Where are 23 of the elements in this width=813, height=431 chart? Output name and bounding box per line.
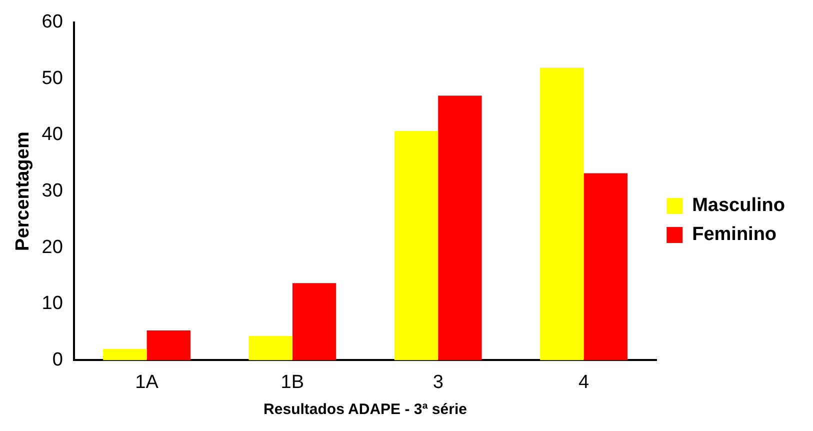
y-tick-label: 30	[42, 180, 63, 202]
y-tick-label: 40	[42, 124, 63, 146]
x-tick-label: 4	[578, 372, 590, 393]
y-tick-label: 10	[42, 293, 63, 314]
bar	[248, 336, 292, 360]
bar	[438, 96, 482, 360]
y-tick-label: 0	[52, 349, 63, 370]
y-axis-title: Percentagem	[12, 132, 34, 251]
bar	[584, 173, 628, 360]
x-tick-label: 1B	[280, 372, 304, 393]
y-tick-label: 20	[42, 236, 63, 258]
x-tick-label: 1A	[135, 372, 159, 393]
bar	[540, 67, 584, 360]
bar	[394, 131, 438, 360]
legend-label: Masculino	[692, 195, 786, 216]
x-axis-title: Resultados ADAPE - 3ª série	[264, 401, 467, 418]
x-tick-label: 3	[432, 372, 444, 393]
bar	[292, 283, 336, 360]
bar	[146, 330, 190, 360]
y-tick-label: 50	[42, 68, 63, 89]
legend-label: Feminino	[692, 224, 777, 246]
y-tick-label: 60	[42, 12, 63, 33]
bar	[103, 348, 147, 360]
